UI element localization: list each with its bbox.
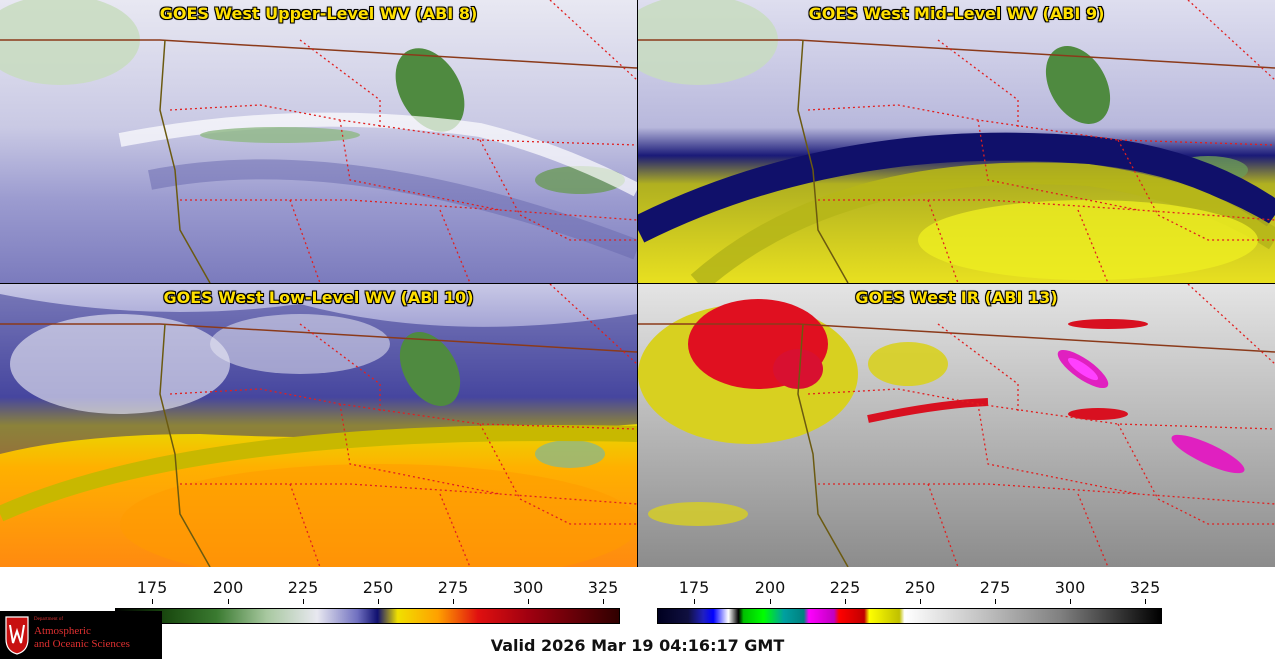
panel-title: GOES West Upper-Level WV (ABI 8)	[159, 4, 478, 23]
ir-tick-label: 225	[829, 578, 861, 597]
ir-tick-label: 325	[1129, 578, 1161, 597]
ir-tick-label: 300	[1054, 578, 1086, 597]
wv-tick-label: 275	[437, 578, 469, 597]
low-level-wv-image	[0, 284, 637, 567]
panel-divider-horizontal	[0, 283, 1275, 284]
wv-colorbar-ticks: 175 200 225 250 275 300 325	[115, 578, 620, 604]
ir-tick-label: 250	[904, 578, 936, 597]
low-level-wv-panel: GOES West Low-Level WV (ABI 10)	[0, 284, 637, 567]
upper-level-wv-image	[0, 0, 637, 283]
wv-tick-label: 175	[136, 578, 168, 597]
aos-logo: Department of Atmospheric and Oceanic Sc…	[0, 611, 162, 659]
ir-tick-label: 200	[754, 578, 786, 597]
panel-title: GOES West IR (ABI 13)	[855, 288, 1058, 307]
ir-panel: GOES West IR (ABI 13)	[638, 284, 1275, 567]
ir-colorbar-ticks: 175 200 225 250 275 300 325	[657, 578, 1162, 604]
wv-tick-label: 300	[512, 578, 544, 597]
ir-image	[638, 284, 1275, 567]
wv-tick-label: 225	[287, 578, 319, 597]
panel-title: GOES West Low-Level WV (ABI 10)	[163, 288, 474, 307]
wv-tick-label: 250	[362, 578, 394, 597]
wv-colorbar	[115, 608, 620, 624]
ir-colorbar	[657, 608, 1162, 624]
ir-tick-label: 275	[979, 578, 1011, 597]
logo-line-1: Department of	[34, 617, 64, 622]
crest-icon	[5, 616, 29, 655]
wv-tick-label: 200	[212, 578, 244, 597]
mid-level-wv-image	[638, 0, 1275, 283]
valid-time: Valid 2026 Mar 19 04:16:17 GMT	[490, 636, 785, 655]
panel-title: GOES West Mid-Level WV (ABI 9)	[808, 4, 1105, 23]
upper-level-wv-panel: GOES West Upper-Level WV (ABI 8)	[0, 0, 637, 283]
logo-line-3: and Oceanic Sciences	[34, 638, 130, 650]
wv-tick-label: 325	[587, 578, 619, 597]
ir-tick-label: 175	[678, 578, 710, 597]
logo-line-2: Atmospheric	[34, 625, 91, 637]
mid-level-wv-panel: GOES West Mid-Level WV (ABI 9)	[638, 0, 1275, 283]
